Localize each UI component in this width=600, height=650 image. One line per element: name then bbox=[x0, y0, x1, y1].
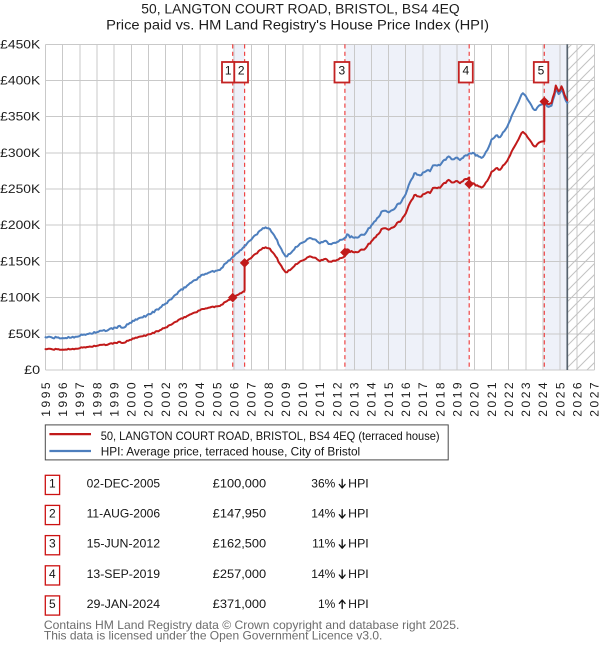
svg-text:HPI: HPI bbox=[348, 507, 369, 521]
svg-text:£50K: £50K bbox=[8, 327, 40, 341]
svg-text:£100K: £100K bbox=[0, 291, 40, 305]
svg-text:3: 3 bbox=[339, 64, 346, 78]
svg-text:HPI: HPI bbox=[348, 567, 369, 581]
svg-text:1: 1 bbox=[225, 64, 232, 78]
svg-text:£150K: £150K bbox=[0, 254, 40, 268]
svg-text:5: 5 bbox=[538, 64, 545, 78]
svg-text:HPI: Average price, terraced h: HPI: Average price, terraced house, City… bbox=[101, 445, 361, 459]
svg-text:11%: 11% bbox=[312, 537, 335, 551]
svg-text:HPI: HPI bbox=[348, 537, 369, 551]
svg-text:£450K: £450K bbox=[0, 37, 40, 51]
svg-text:Contains HM Land Registry data: Contains HM Land Registry data © Crown c… bbox=[44, 618, 460, 632]
svg-text:13-SEP-2019: 13-SEP-2019 bbox=[87, 567, 161, 581]
svg-text:14%: 14% bbox=[311, 567, 335, 581]
svg-text:£371,000: £371,000 bbox=[213, 597, 267, 611]
svg-text:HPI: HPI bbox=[348, 597, 369, 611]
svg-text:3: 3 bbox=[49, 537, 56, 551]
svg-text:Price paid vs. HM Land Registr: Price paid vs. HM Land Registry's House … bbox=[106, 18, 489, 33]
svg-text:£250K: £250K bbox=[0, 182, 40, 196]
svg-text:1%: 1% bbox=[318, 597, 336, 611]
svg-text:15-JUN-2012: 15-JUN-2012 bbox=[87, 537, 161, 551]
svg-text:02-DEC-2005: 02-DEC-2005 bbox=[87, 476, 161, 490]
svg-text:£100,000: £100,000 bbox=[213, 476, 267, 490]
svg-text:This data is licensed under th: This data is licensed under the Open Gov… bbox=[44, 629, 383, 643]
svg-text:2: 2 bbox=[238, 64, 245, 78]
svg-text:2: 2 bbox=[49, 507, 56, 521]
svg-text:HPI: HPI bbox=[348, 476, 369, 490]
svg-text:4: 4 bbox=[49, 567, 56, 581]
svg-text:50, LANGTON COURT ROAD, BRISTO: 50, LANGTON COURT ROAD, BRISTOL, BS4 4EQ… bbox=[101, 429, 440, 443]
svg-text:29-JAN-2024: 29-JAN-2024 bbox=[87, 597, 161, 611]
svg-text:1: 1 bbox=[49, 476, 56, 490]
svg-text:14%: 14% bbox=[311, 507, 335, 521]
svg-text:£400K: £400K bbox=[0, 74, 40, 88]
svg-text:50, LANGTON COURT ROAD, BRISTO: 50, LANGTON COURT ROAD, BRISTOL, BS4 4EQ bbox=[141, 1, 459, 16]
svg-text:£200K: £200K bbox=[0, 218, 40, 232]
svg-text:£350K: £350K bbox=[0, 110, 40, 124]
svg-text:5: 5 bbox=[49, 597, 56, 611]
svg-text:11-AUG-2006: 11-AUG-2006 bbox=[87, 507, 161, 521]
svg-text:36%: 36% bbox=[311, 476, 335, 490]
svg-text:£162,500: £162,500 bbox=[213, 537, 267, 551]
svg-text:£300K: £300K bbox=[0, 146, 40, 160]
svg-text:4: 4 bbox=[462, 64, 469, 78]
svg-text:£0: £0 bbox=[24, 363, 40, 377]
svg-text:£147,950: £147,950 bbox=[213, 507, 267, 521]
svg-text:£257,000: £257,000 bbox=[213, 567, 267, 581]
